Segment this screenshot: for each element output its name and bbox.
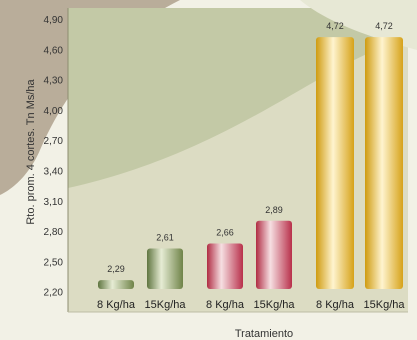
value-label: 4,72 — [326, 21, 344, 31]
value-label: 2,29 — [107, 264, 125, 274]
x-tick-labels: 8 Kg/ha 15Kg/ha 8 Kg/ha 15Kg/ha 8 Kg/ha 15Kg/… — [97, 299, 405, 311]
x-tick-label: 15Kg/ha — [364, 299, 406, 311]
y-tick-label: 2,70 — [44, 136, 64, 147]
y-tick-label: 2,80 — [44, 227, 64, 238]
bars — [98, 37, 403, 290]
value-labels: 2,29 2,61 2,66 2,89 4,72 4,72 — [107, 21, 393, 274]
x-tick-label: 15Kg/ha — [254, 299, 296, 311]
y-tick-label: 3,10 — [44, 197, 64, 208]
bar — [98, 280, 134, 289]
y-tick-label: 4,90 — [44, 15, 64, 26]
y-tick-label: 4,60 — [44, 45, 64, 56]
background-swoosh — [0, 0, 180, 195]
x-axis-label: Tratamiento — [235, 328, 293, 340]
bar — [316, 37, 354, 290]
bar — [147, 248, 183, 289]
x-tick-label: 15Kg/ha — [145, 299, 187, 311]
bar — [365, 37, 403, 290]
y-tick-label: 4,00 — [44, 106, 64, 117]
bar — [207, 243, 243, 289]
x-tick-label: 8 Kg/ha — [206, 299, 245, 311]
y-axis-label: Rto. prom. 4 cortes. Tn Ms/ha — [25, 78, 37, 224]
value-label: 2,61 — [156, 232, 174, 242]
value-label: 2,66 — [216, 228, 234, 238]
x-tick-label: 8 Kg/ha — [97, 299, 136, 311]
value-label: 2,89 — [265, 205, 283, 215]
value-label: 4,72 — [375, 21, 393, 31]
x-tick-label: 8 Kg/ha — [316, 299, 355, 311]
y-tick-label: 2,50 — [44, 257, 64, 268]
y-tick-labels: 4,90 4,60 4,30 4,00 2,70 3,40 3,10 2,80 2,50 2,20 — [44, 15, 64, 299]
y-tick-label: 2,20 — [44, 288, 64, 299]
bar — [256, 220, 292, 289]
y-tick-label: 3,40 — [44, 167, 64, 178]
y-tick-label: 4,30 — [44, 76, 64, 87]
